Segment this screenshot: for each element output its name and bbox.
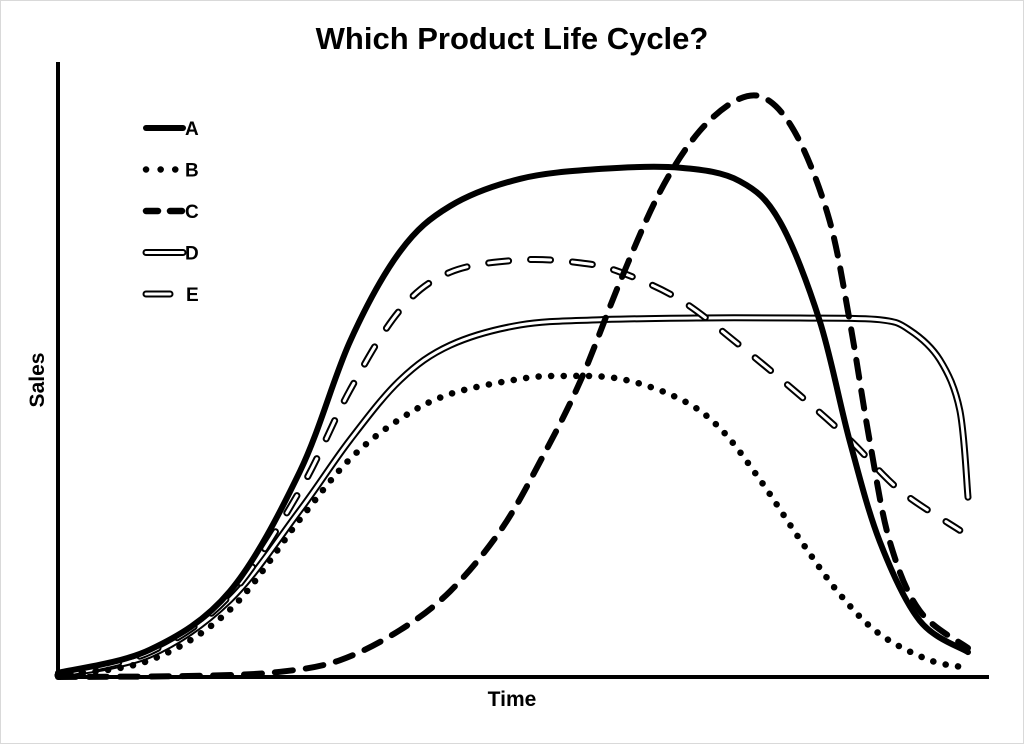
series-c-line: [55, 92, 971, 680]
legend-item-b: B: [142, 161, 199, 182]
series-a-line: [55, 163, 971, 676]
legend-item-e: E: [142, 285, 199, 306]
legend-label-b: B: [185, 161, 199, 182]
chart-title: Which Product Life Cycle?: [316, 21, 709, 56]
legend-label-d: D: [185, 244, 199, 265]
series-e-path-layer-1: [56, 257, 962, 677]
legend-label-a: A: [185, 119, 199, 140]
legend-label-e: E: [186, 285, 199, 306]
series-d-line: [54, 314, 972, 679]
legend-label-c: C: [185, 202, 199, 223]
series-d-path-layer-1: [56, 316, 970, 677]
legend-item-a: A: [143, 119, 199, 140]
series-c-path-layer-0: [55, 92, 971, 680]
series-a-path-layer-0: [55, 163, 971, 676]
series-e-path-layer-0: [54, 255, 964, 679]
x-axis-label: Time: [488, 688, 537, 711]
legend-item-c: C: [142, 202, 199, 223]
y-axis-label: Sales: [26, 353, 49, 408]
series-e-line: [54, 255, 964, 679]
legend-item-d: D: [142, 244, 199, 265]
plot-lines: [54, 92, 972, 680]
